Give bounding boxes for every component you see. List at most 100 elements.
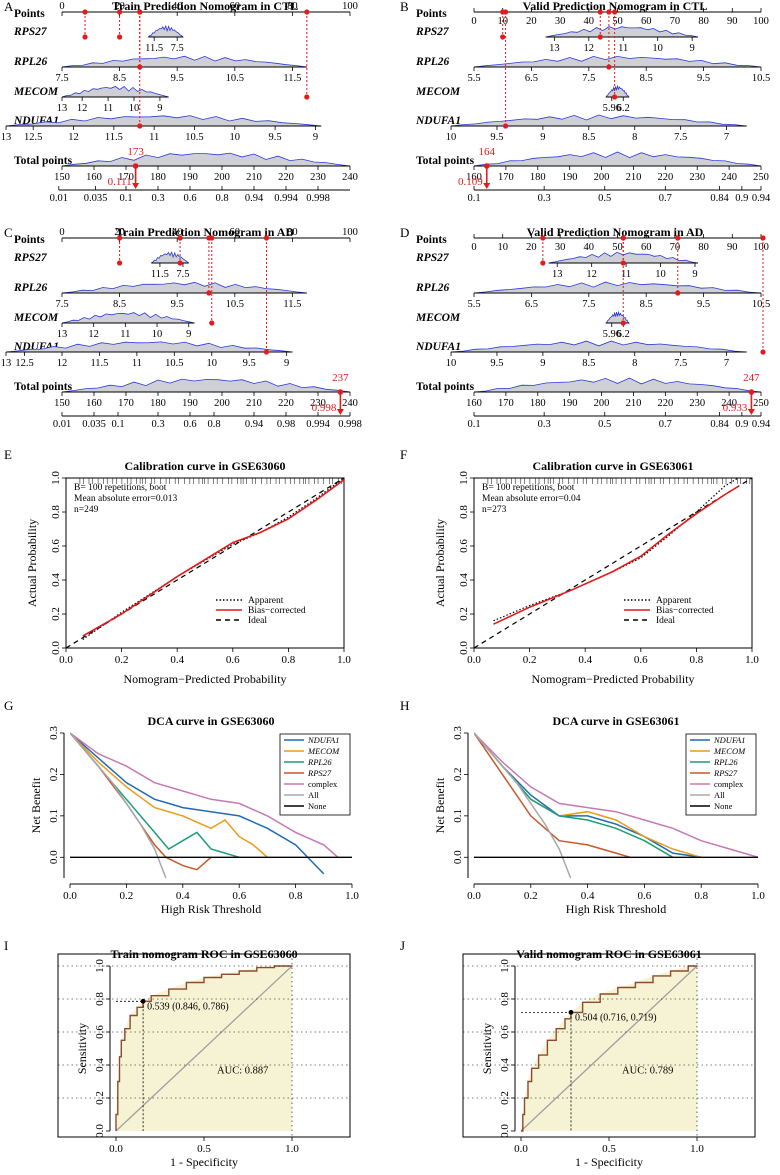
arrow-head: [336, 409, 344, 415]
x-tick-label: 1.0: [751, 890, 765, 902]
dca-curve-rps27: [474, 732, 631, 859]
tick-label: 180: [150, 172, 166, 183]
row-label-mecom: MECOM: [415, 312, 461, 324]
tick-label: 0.5: [598, 419, 611, 430]
points-axis-dot: [606, 9, 612, 15]
tick-label: 0.9: [735, 419, 748, 430]
y-tick-label: 0.2: [452, 768, 464, 782]
nomogram-title: Train Prediction Nomogram in CTL: [112, 0, 298, 13]
tick-label: 9.5: [490, 132, 503, 143]
tick-label: 80: [287, 1, 298, 12]
tick-label: 160: [86, 398, 102, 409]
tick-label: 0.1: [467, 193, 480, 204]
tick-label: 9: [284, 358, 289, 369]
tick-label: 12: [88, 329, 99, 340]
tick-label: 90: [727, 16, 738, 27]
y-axis-label: Sensitivity: [75, 1023, 89, 1074]
tick-label: 5.96: [603, 103, 621, 114]
tick-label: 7: [724, 132, 729, 143]
y-axis-label: Net Benefit: [29, 777, 43, 833]
legend-label: Ideal: [656, 616, 675, 626]
tick-label: 170: [118, 398, 134, 409]
tick-label: 0.998: [338, 419, 362, 430]
tick-label: 8: [632, 358, 637, 369]
x-tick-label: 0.0: [467, 654, 481, 666]
tick-label: 12.5: [24, 132, 42, 143]
tick-label: 60: [641, 242, 652, 253]
density-curve: [605, 310, 631, 324]
tick-label: 0.01: [50, 193, 68, 204]
calibration-panel-f: Calibration curve in GSE63061 0.0 0.2 0.4 0.…: [433, 459, 759, 686]
legend-label: Apparent: [656, 596, 692, 606]
legend-label: NDUFA1: [307, 735, 340, 745]
density-curve: [61, 281, 307, 294]
points-axis-dot: [304, 9, 310, 15]
tick-label: 10: [152, 329, 163, 340]
arrow-head: [747, 409, 755, 415]
y-tick-label: 0.8: [50, 505, 62, 519]
ideal-line: [473, 477, 753, 649]
tick-label: 0.6: [183, 419, 196, 430]
x-tick-label: 0.6: [232, 890, 246, 902]
tick-label: 9: [313, 132, 318, 143]
tick-label: 13: [549, 43, 560, 54]
tick-label: 12: [77, 103, 88, 114]
density-curve: [5, 115, 322, 127]
tick-label: 13: [57, 329, 68, 340]
tick-label: 10: [207, 358, 218, 369]
tick-label: 9: [157, 103, 162, 114]
tick-label: 0.3: [151, 193, 164, 204]
tick-label: 8.5: [640, 299, 653, 310]
calibration-panel-e: Calibration curve in GSE63060 0.0 0.2 0.4 0.…: [25, 459, 351, 686]
panel-letter-f: F: [400, 447, 407, 462]
x-tick-label: 0.4: [176, 890, 190, 902]
points-axis-dot: [760, 235, 766, 241]
legend-label: None: [714, 801, 733, 811]
chart-title: Train nomogram ROC in GSE63060: [110, 947, 297, 961]
points-axis-dot: [597, 9, 603, 15]
points-axis-dot: [117, 235, 123, 241]
tick-label: 10: [652, 43, 663, 54]
total-points-value: 247: [743, 372, 760, 384]
legend-label: RPS27: [307, 768, 332, 778]
row-label-total-points: Total points: [14, 381, 73, 393]
chance-diagonal: [115, 965, 293, 1132]
auc-label: AUC: 0.887: [217, 1065, 268, 1076]
tick-label: 0.994: [306, 419, 330, 430]
tick-label: 0.98: [277, 419, 295, 430]
row-label-rpl26: RPL26: [13, 56, 47, 68]
tick-label: 60: [230, 1, 241, 12]
calibration-annotation: n=273: [482, 505, 507, 515]
density-curve: [473, 55, 762, 68]
dca-curves: [474, 732, 758, 879]
tick-label: 40: [172, 1, 183, 12]
tick-label: 11: [120, 329, 130, 340]
tick-label: 70: [670, 242, 681, 253]
tick-label: 20: [114, 227, 125, 238]
x-axis-label: 1 - Specificity: [575, 1155, 643, 1169]
tick-label: 7.5: [171, 43, 184, 54]
tick-label: 90: [727, 242, 738, 253]
tick-label: 7.5: [55, 299, 68, 310]
legend-label: Ideal: [248, 616, 267, 626]
dca-curve-complex: [70, 732, 339, 858]
tick-label: 0.84: [710, 193, 729, 204]
row-label-ndufa1: NDUFA1: [415, 341, 461, 353]
tick-label: 190: [562, 172, 578, 183]
points-axis-dot: [540, 235, 546, 241]
tick-label: 100: [753, 16, 769, 27]
row-label-total-points: Total points: [416, 381, 475, 393]
y-axis-label: Sensitivity: [480, 1023, 494, 1074]
dca-panel-h: DCA curve in GSE63061 0.0 0.2 0.4 0.6 0.8 1.0 0…: [433, 714, 765, 916]
tick-label: 10: [655, 269, 666, 280]
density-curve: [61, 55, 307, 68]
probability-value: 0.933: [723, 402, 748, 414]
legend-label: RPL26: [307, 757, 332, 767]
points-axis-dot: [209, 235, 215, 241]
legend-label: MECOM: [713, 746, 746, 756]
tick-label: 0.84: [710, 419, 729, 430]
tick-label: 190: [182, 172, 198, 183]
panel-letter-a: A: [4, 0, 14, 14]
dca-curve-all: [474, 732, 572, 879]
